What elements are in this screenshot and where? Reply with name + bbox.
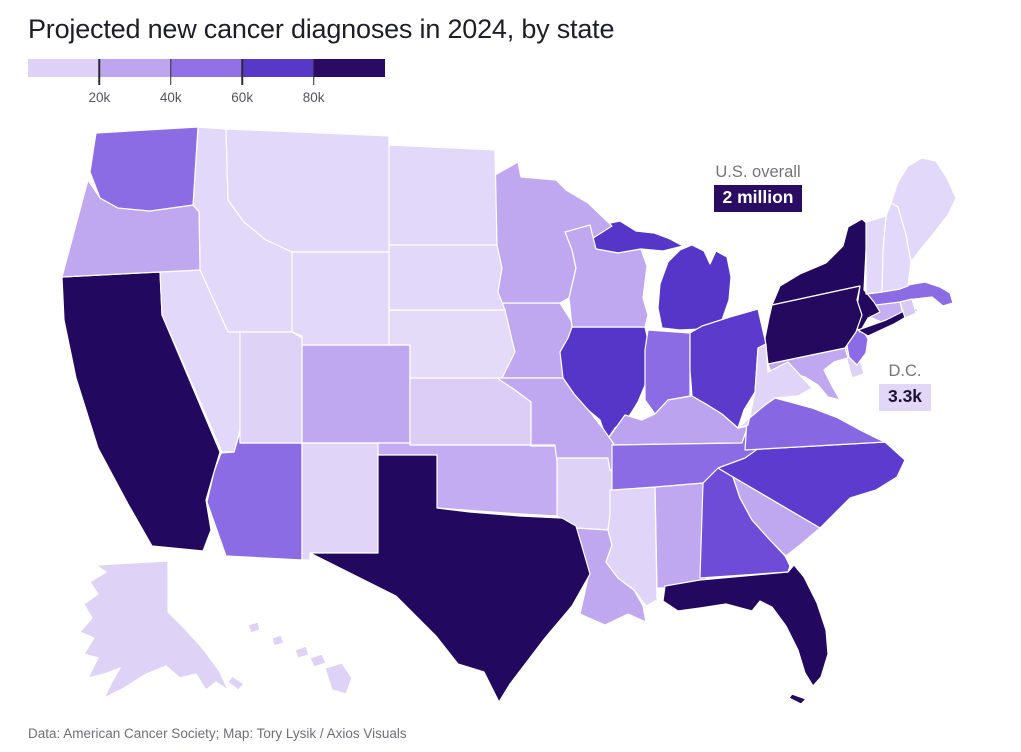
state-WA: Washington (40k-60k): [89, 126, 199, 212]
legend-tick: [98, 59, 101, 85]
state-MI: Michigan (60k-80k): [657, 244, 732, 331]
legend-tick-label: 40k: [159, 90, 182, 105]
credit-line: Data: American Cancer Society; Map: Tory…: [28, 726, 407, 741]
state-AK: Alaska (<20k): [79, 560, 229, 699]
dc-label: D.C.: [888, 362, 922, 380]
state-PA: Pennsylvania (80k+): [764, 285, 863, 365]
state-FL: Florida (80k+): [662, 564, 829, 687]
legend-segment: [313, 59, 386, 77]
state-NM: New Mexico (<20k): [301, 442, 379, 561]
legend-color-bar: [28, 59, 386, 77]
state-AK: Alaska (<20k): [227, 675, 245, 691]
legend-tick: [170, 59, 172, 85]
state-UT: Utah (<20k): [239, 331, 303, 444]
legend-segment: [170, 59, 243, 77]
state-NE: Nebraska (<20k): [388, 309, 516, 379]
dc-value-badge: 3.3k: [878, 383, 932, 411]
state-FL: Florida (80k+): [788, 693, 807, 705]
legend-tick: [241, 59, 243, 85]
us-overall-value-badge: 2 million: [713, 184, 803, 212]
legend-segment: [242, 59, 314, 77]
dc-annotation: D.C. 3.3k: [874, 361, 936, 411]
state-NY: New York (80k+): [857, 306, 919, 337]
state-HI: Hawaii (<20k): [247, 621, 261, 634]
page-title: Projected new cancer diagnoses in 2024, …: [28, 14, 615, 44]
legend-tick-label: 80k: [302, 90, 325, 105]
state-HI: Hawaii (<20k): [309, 653, 327, 668]
legend-tick-label: 20k: [88, 90, 111, 105]
legend-tick-label: 60k: [231, 90, 254, 105]
legend-tick: [312, 59, 315, 85]
legend-segment: [28, 59, 100, 77]
state-TX: Texas (80k+): [309, 454, 591, 703]
state-CO: Colorado (20k-40k): [301, 344, 411, 444]
state-VA: Virginia (40k-60k): [744, 397, 886, 451]
legend-segment: [99, 59, 171, 77]
state-VT: Vermont (<20k): [865, 215, 887, 295]
state-MS: Mississippi (<20k): [605, 486, 658, 607]
state-OH: Ohio (60k-80k): [689, 308, 767, 429]
state-MO: Missouri (20k-40k): [496, 377, 627, 471]
legend: 20k 40k 60k 80k: [28, 59, 386, 107]
state-ND: North Dakota (<20k): [388, 144, 498, 246]
state-HI: Hawaii (<20k): [294, 645, 310, 659]
state-WV: West Virginia (<20k): [737, 343, 813, 429]
us-overall-annotation: U.S. overall 2 million: [688, 162, 828, 212]
state-WY: Wyoming (<20k): [291, 251, 390, 346]
state-SC: South Carolina (20k-40k): [732, 476, 821, 557]
us-overall-label: U.S. overall: [715, 163, 801, 181]
state-HI: Hawaii (<20k): [271, 634, 285, 647]
state-WI: Wisconsin (20k-40k): [564, 224, 649, 328]
state-HI: Hawaii (<20k): [324, 662, 353, 695]
state-RI: Rhode Island (<20k): [899, 298, 917, 319]
state-SD: South Dakota (<20k): [388, 244, 506, 311]
